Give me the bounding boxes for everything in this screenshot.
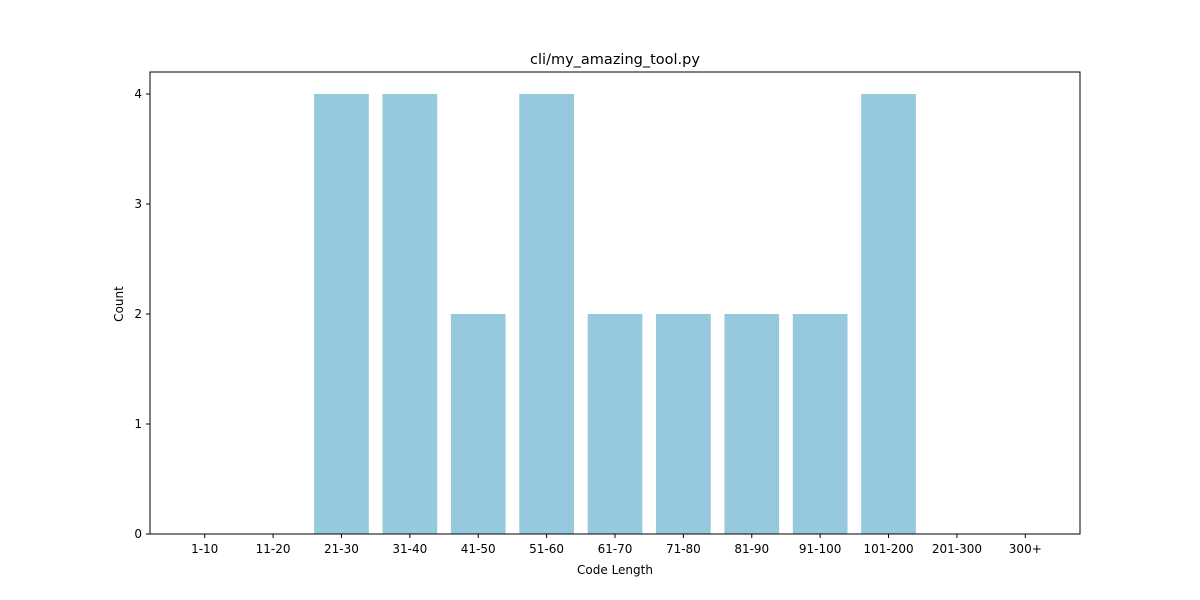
bar-51-60 xyxy=(519,94,574,534)
x-tick-label: 1-10 xyxy=(191,542,218,556)
x-tick-label: 71-80 xyxy=(666,542,701,556)
bar-31-40 xyxy=(382,94,438,534)
bar-91-100 xyxy=(792,314,848,534)
y-tick-label: 3 xyxy=(134,197,142,211)
x-axis-ticks: 1-10 11-20 21-30 31-40 41-50 51-60 61-70 71-80 8… xyxy=(191,534,1042,556)
x-axis-label: Code Length xyxy=(577,563,653,577)
bars-group xyxy=(314,94,916,534)
plot-frame xyxy=(149,71,1081,535)
bar-71-80 xyxy=(656,314,711,534)
x-tick-label: 41-50 xyxy=(461,542,496,556)
x-tick-label: 51-60 xyxy=(529,542,564,556)
y-tick-label: 1 xyxy=(134,417,142,431)
x-tick-label: 61-70 xyxy=(598,542,633,556)
y-axis-ticks: 0 1 2 3 4 xyxy=(134,87,150,541)
bar-81-90 xyxy=(724,314,780,534)
y-tick-label: 4 xyxy=(134,87,142,101)
x-tick-label: 201-300 xyxy=(932,542,982,556)
x-tick-label: 11-20 xyxy=(256,542,291,556)
x-tick-label: 101-200 xyxy=(863,542,913,556)
y-tick-label: 0 xyxy=(134,527,142,541)
bar-21-30 xyxy=(314,94,369,534)
y-tick-label: 2 xyxy=(134,307,142,321)
x-tick-label: 300+ xyxy=(1009,542,1042,556)
y-axis-label: Count xyxy=(112,286,126,322)
chart-title: cli/my_amazing_tool.py xyxy=(530,52,700,68)
bar-41-50 xyxy=(450,314,506,534)
x-tick-label: 21-30 xyxy=(324,542,359,556)
x-tick-label: 81-90 xyxy=(734,542,769,556)
x-tick-label: 31-40 xyxy=(392,542,427,556)
bar-101-200 xyxy=(861,94,916,534)
x-tick-label: 91-100 xyxy=(799,542,842,556)
bar-61-70 xyxy=(587,314,643,534)
